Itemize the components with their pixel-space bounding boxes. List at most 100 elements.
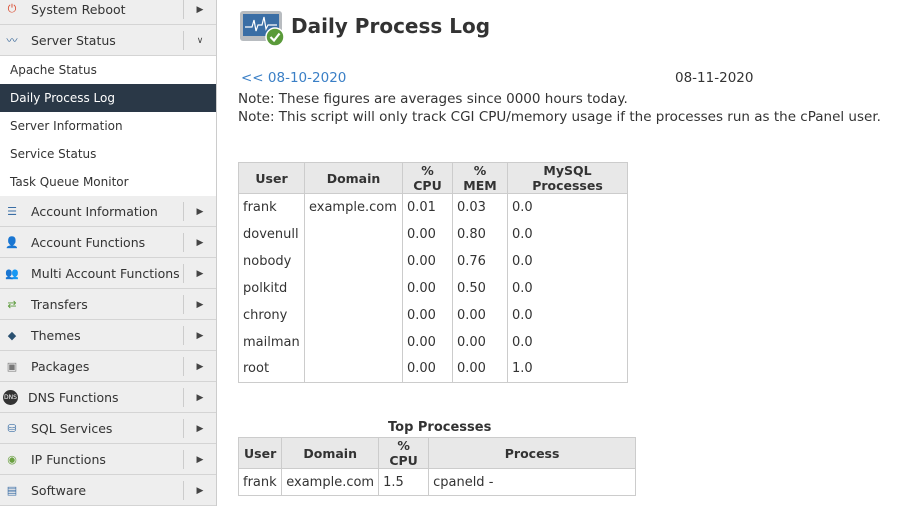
sidebar-category-label: Account Functions: [31, 234, 146, 250]
note-cgi: Note: This script will only track CGI CP…: [238, 109, 881, 125]
sidebar-category-label: Packages: [31, 358, 90, 374]
table-cell: 0.00: [402, 355, 453, 383]
table-cell: example.com: [281, 468, 380, 496]
list-icon: ☰: [7, 204, 17, 218]
theme-icon: ◆: [7, 328, 17, 342]
sidebar-category-themes[interactable]: ◆ Themes ▶: [0, 320, 216, 351]
sidebar-category-multi-account-functions[interactable]: 👥 Multi Account Functions ▶: [0, 258, 216, 289]
sidebar-category-sql-services[interactable]: ⛁ SQL Services ▶: [0, 413, 216, 444]
sidebar-category-label: Multi Account Functions: [31, 265, 180, 281]
column-header: % CPU: [378, 437, 430, 469]
note-averages: Note: These figures are averages since 0…: [238, 91, 628, 107]
table-cell: 0.0: [507, 193, 628, 221]
arrow-right-icon[interactable]: ▶: [183, 264, 216, 283]
previous-day-link[interactable]: << 08-10-2020: [241, 70, 347, 86]
sidebar-category-account-functions[interactable]: 👤 Account Functions ▶: [0, 227, 216, 258]
top-processes-table: User Domain% CPU Process frank example.com 1.…: [237, 437, 637, 496]
monitor-icon: 〰: [6, 34, 18, 47]
chevron-down-icon[interactable]: ∨: [183, 31, 216, 50]
sidebar-item-server-information[interactable]: Server Information: [0, 112, 216, 140]
table-cell: example.com: [304, 193, 403, 221]
transfer-icon: ⇄: [7, 297, 17, 311]
arrow-right-icon[interactable]: ▶: [183, 233, 216, 252]
sidebar-item-daily-process-log[interactable]: Daily Process Log: [0, 84, 216, 112]
globe-icon: ◉: [7, 452, 17, 466]
table-cell: 0.0: [507, 328, 628, 356]
table-row: root 0.00 0.00 1.0: [238, 355, 628, 383]
table-cell: 0.01: [402, 193, 453, 221]
sidebar-category-system-reboot[interactable]: ⏻ System Reboot ▶: [0, 0, 216, 25]
column-header: User: [238, 162, 305, 194]
sidebar-category-label: Transfers: [31, 296, 88, 312]
table-cell: [304, 301, 403, 329]
sidebar-category-packages[interactable]: ▣ Packages ▶: [0, 351, 216, 382]
table-cell: [304, 220, 403, 248]
database-icon: ⛁: [7, 421, 17, 435]
table-row: chrony 0.00 0.00 0.0: [238, 301, 628, 329]
column-header: Domain: [281, 437, 380, 469]
table-cell: mailman: [238, 328, 305, 356]
sidebar-category-server-status[interactable]: 〰 Server Status ∨: [0, 25, 216, 56]
table-cell: 0.00: [402, 274, 453, 302]
table-cell: cpaneld -: [428, 468, 637, 496]
sidebar-category-label: IP Functions: [31, 451, 106, 467]
sidebar-item-apache-status[interactable]: Apache Status: [0, 56, 216, 84]
table-cell: 0.00: [452, 328, 508, 356]
power-icon: ⏻: [7, 2, 17, 15]
top-processes-title: Top Processes: [388, 420, 492, 435]
table-cell: root: [238, 355, 305, 383]
column-header: MySQL Processes: [507, 162, 628, 194]
arrow-right-icon[interactable]: ▶: [183, 357, 216, 376]
table-row: frank example.com 0.01 0.03 0.0: [238, 193, 628, 221]
arrow-right-icon[interactable]: ▶: [183, 326, 216, 345]
table-cell: 0.00: [402, 247, 453, 275]
arrow-right-icon[interactable]: ▶: [183, 450, 216, 469]
table-cell: [304, 274, 403, 302]
arrow-right-icon[interactable]: ▶: [183, 388, 216, 407]
sidebar-item-service-status[interactable]: Service Status: [0, 140, 216, 168]
table-cell: nobody: [238, 247, 305, 275]
user-icon: 👤: [5, 235, 19, 249]
table-cell: 0.50: [452, 274, 508, 302]
column-header: User: [237, 437, 283, 469]
column-header: Domain: [304, 162, 403, 194]
table-cell: 0.80: [452, 220, 508, 248]
table-cell: 0.0: [507, 220, 628, 248]
table-cell: 0.76: [452, 247, 508, 275]
column-header: % MEM: [452, 162, 508, 194]
arrow-right-icon[interactable]: ▶: [183, 419, 216, 438]
sidebar-category-label: SQL Services: [31, 420, 113, 436]
table-cell: [304, 355, 403, 383]
current-date: 08-11-2020: [675, 70, 754, 86]
sidebar-category-ip-functions[interactable]: ◉ IP Functions ▶: [0, 444, 216, 475]
sidebar-category-dns-functions[interactable]: DNS DNS Functions ▶: [0, 382, 216, 413]
table-cell: 0.0: [507, 301, 628, 329]
sidebar-category-label: Account Information: [31, 203, 158, 219]
arrow-right-icon[interactable]: ▶: [183, 0, 216, 19]
table-cell: chrony: [238, 301, 305, 329]
arrow-right-icon[interactable]: ▶: [183, 295, 216, 314]
arrow-right-icon[interactable]: ▶: [183, 202, 216, 221]
sidebar-category-account-information[interactable]: ☰ Account Information ▶: [0, 196, 216, 227]
table-cell: 1.5: [378, 468, 430, 496]
table-row: frank example.com 1.5 cpaneld -: [237, 468, 637, 496]
sidebar-category-software[interactable]: ▤ Software ▶: [0, 475, 216, 506]
column-header: Process: [428, 437, 637, 469]
table-cell: polkitd: [238, 274, 305, 302]
package-icon: ▣: [6, 359, 18, 373]
arrow-right-icon[interactable]: ▶: [183, 481, 216, 500]
table-row: nobody 0.00 0.76 0.0: [238, 247, 628, 275]
sidebar-category-label: Server Status: [31, 32, 116, 48]
usage-table: User Domain% CPU% MEM MySQL Processes frank…: [238, 162, 628, 383]
monitor-check-icon: [240, 11, 285, 47]
table-cell: dovenull: [238, 220, 305, 248]
table-cell: 0.00: [452, 355, 508, 383]
sidebar-item-task-queue-monitor[interactable]: Task Queue Monitor: [0, 168, 216, 196]
table-cell: 0.00: [452, 301, 508, 329]
table-cell: 0.00: [402, 328, 453, 356]
table-row: polkitd 0.00 0.50 0.0: [238, 274, 628, 302]
sidebar-category-label: DNS Functions: [28, 389, 119, 405]
sidebar-category-transfers[interactable]: ⇄ Transfers ▶: [0, 289, 216, 320]
table-cell: 0.0: [507, 274, 628, 302]
sidebar-category-label: Software: [31, 482, 87, 498]
